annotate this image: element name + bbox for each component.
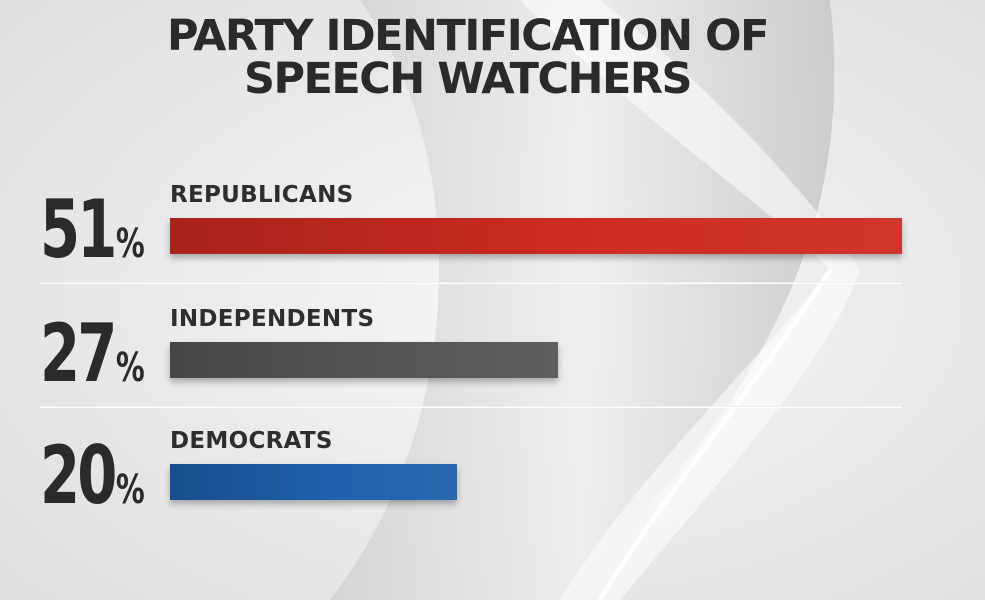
republicans-row: 51% REPUBLICANS (0, 170, 985, 280)
republicans-category-label: REPUBLICANS (170, 182, 354, 208)
bar-democrats (170, 464, 457, 500)
bar-republicans (170, 218, 902, 254)
chart-title-line-1: PARTY IDENTIFICATION OF (167, 11, 770, 61)
row-divider (40, 282, 902, 284)
republicans-percent-label: 51% (40, 190, 145, 270)
independents-row: 27% INDEPENDENTS (0, 294, 985, 404)
independents-percent-value: 27 (40, 307, 117, 400)
republicans-percent-sign: % (115, 221, 145, 267)
democrats-percent-label: 20% (40, 436, 145, 516)
democrats-percent-value: 20 (40, 429, 117, 522)
democrats-category-label: DEMOCRATS (170, 428, 333, 454)
chart-title-line-2: SPEECH WATCHERS (243, 54, 693, 104)
bar-independents (170, 342, 558, 378)
independents-category-label: INDEPENDENTS (170, 306, 375, 332)
row-divider (40, 406, 902, 408)
republicans-percent-value: 51 (40, 183, 117, 276)
independents-percent-sign: % (115, 345, 145, 391)
democrats-percent-sign: % (115, 467, 145, 513)
democrats-row: 20% DEMOCRATS (0, 416, 985, 526)
independents-percent-label: 27% (40, 314, 145, 394)
